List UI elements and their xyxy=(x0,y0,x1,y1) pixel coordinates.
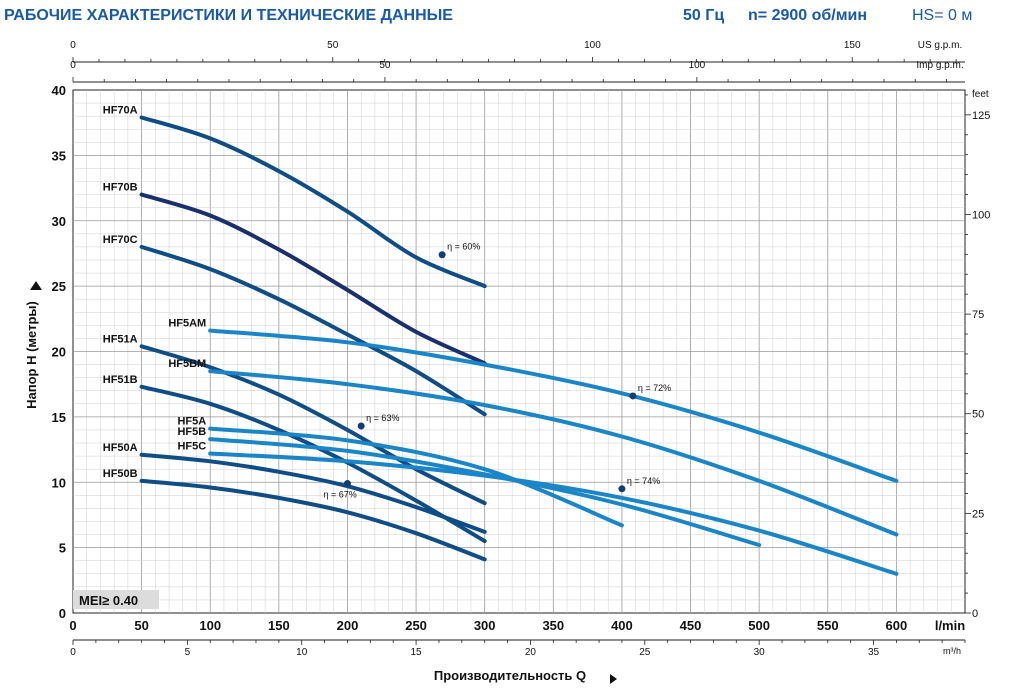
series-label-hf70a: HF70A xyxy=(103,104,138,116)
series-label-hf5c: HF5C xyxy=(177,440,206,452)
speed-label: n= 2900 об/мин xyxy=(748,7,867,24)
feet-tick-label: 125 xyxy=(972,110,990,122)
efficiency-label: η = 74% xyxy=(627,476,660,486)
chart-title: РАБОЧИЕ ХАРАКТЕРИСТИКИ И ТЕХНИЧЕСКИЕ ДАН… xyxy=(4,7,453,24)
feet-tick-label: 75 xyxy=(972,309,984,321)
m3h-tick-label: 30 xyxy=(754,647,766,658)
x-unit-label: l/min xyxy=(935,618,965,633)
m3h-tick-label: 25 xyxy=(639,647,651,658)
y-axis-arrow-icon xyxy=(30,281,42,290)
efficiency-label: η = 63% xyxy=(366,413,399,423)
m3h-tick-label: 35 xyxy=(868,647,880,658)
efficiency-point xyxy=(618,485,626,493)
curve-hf5bm xyxy=(208,369,899,537)
x-tick-label: 450 xyxy=(680,618,702,633)
x-tick-label: 350 xyxy=(542,618,564,633)
efficiency-label: η = 67% xyxy=(323,490,356,500)
m3h-tick-label: 5 xyxy=(185,647,191,658)
series-label-hf5bm: HF5BM xyxy=(168,358,206,370)
y-tick-label: 35 xyxy=(52,148,66,163)
m3h-tick-label: 10 xyxy=(296,647,308,658)
efficiency-point xyxy=(357,422,365,430)
x-tick-label: 200 xyxy=(337,618,359,633)
imp-tick-label: 50 xyxy=(379,60,391,71)
x-tick-label: 600 xyxy=(886,618,908,633)
imp-unit-label: Imp g.p.m. xyxy=(916,60,963,71)
mei-badge xyxy=(73,590,159,609)
y-axis-label: Напор H (метры) xyxy=(24,301,39,409)
y-tick-label: 15 xyxy=(52,410,66,425)
m3h-tick-label: 15 xyxy=(411,647,423,658)
y-tick-label: 5 xyxy=(59,541,66,556)
x-tick-label: 150 xyxy=(268,618,290,633)
mei-label: MEI≥ 0.40 xyxy=(79,593,138,608)
feet-tick-label: 25 xyxy=(972,508,984,520)
feet-tick-label: 100 xyxy=(972,209,990,221)
x-axis-label: Производительность Q xyxy=(434,668,586,683)
feet-tick-label: 0 xyxy=(972,608,978,620)
x-axis-arrow-icon xyxy=(610,674,617,684)
curve-hf50b xyxy=(139,478,487,562)
curve-hf5am xyxy=(208,328,899,483)
x-tick-label: 50 xyxy=(134,618,148,633)
imp-tick-label: 100 xyxy=(689,60,706,71)
m3h-unit-label: m³/h xyxy=(943,646,961,656)
us-tick-label: 50 xyxy=(327,40,339,51)
feet-unit-label: feet xyxy=(972,89,989,100)
x-tick-label: 0 xyxy=(69,618,76,633)
suction-height-label: HS= 0 м xyxy=(912,7,972,24)
y-tick-label: 10 xyxy=(52,475,66,490)
m3h-tick-label: 0 xyxy=(70,647,76,658)
us-tick-label: 100 xyxy=(584,40,601,51)
m3h-tick-label: 20 xyxy=(525,647,537,658)
efficiency-label: η = 72% xyxy=(638,383,671,393)
curve-hf70a xyxy=(139,115,487,289)
x-tick-label: 300 xyxy=(474,618,496,633)
series-label-hf51b: HF51B xyxy=(103,374,138,386)
efficiency-point xyxy=(343,480,351,488)
efficiency-label: η = 60% xyxy=(447,242,480,252)
x-tick-label: 400 xyxy=(611,618,633,633)
series-label-hf50b: HF50B xyxy=(103,468,138,480)
series-label-hf5a: HF5A xyxy=(177,416,206,428)
series-label-hf51a: HF51A xyxy=(103,333,138,345)
x-tick-label: 550 xyxy=(817,618,839,633)
curve-hf70b xyxy=(139,192,487,366)
efficiency-point xyxy=(629,392,637,400)
y-tick-label: 20 xyxy=(52,345,66,360)
imp-tick-label: 0 xyxy=(70,60,76,71)
x-tick-label: 100 xyxy=(199,618,221,633)
y-tick-label: 30 xyxy=(52,214,66,229)
efficiency-point xyxy=(438,251,446,259)
series-label-hf70b: HF70B xyxy=(103,182,138,194)
us-tick-label: 150 xyxy=(844,40,861,51)
curve-hf5c xyxy=(208,451,899,576)
series-label-hf5am: HF5AM xyxy=(168,318,206,330)
series-label-hf70c: HF70C xyxy=(103,234,138,246)
curve-hf51a xyxy=(139,344,487,506)
y-tick-label: 0 xyxy=(59,606,66,621)
curve-hf70c xyxy=(139,244,487,417)
curve-hf50a xyxy=(139,452,487,534)
series-label-hf5b: HF5B xyxy=(177,426,206,438)
y-tick-label: 25 xyxy=(52,279,66,294)
curve-hf5a xyxy=(208,426,624,528)
us-tick-label: 0 xyxy=(70,40,76,51)
x-tick-label: 500 xyxy=(748,618,770,633)
grid xyxy=(72,89,966,614)
y-tick-label: 40 xyxy=(52,83,66,98)
curves: HF70A HF70B HF70C HF51A HF51B HF50A HF50B HF5AM… xyxy=(103,104,899,576)
us-unit-label: US g.p.m. xyxy=(918,40,962,51)
feet-tick-label: 50 xyxy=(972,409,984,421)
frequency-label: 50 Гц xyxy=(683,7,724,24)
series-label-hf50a: HF50A xyxy=(103,442,138,454)
x-tick-label: 250 xyxy=(405,618,427,633)
